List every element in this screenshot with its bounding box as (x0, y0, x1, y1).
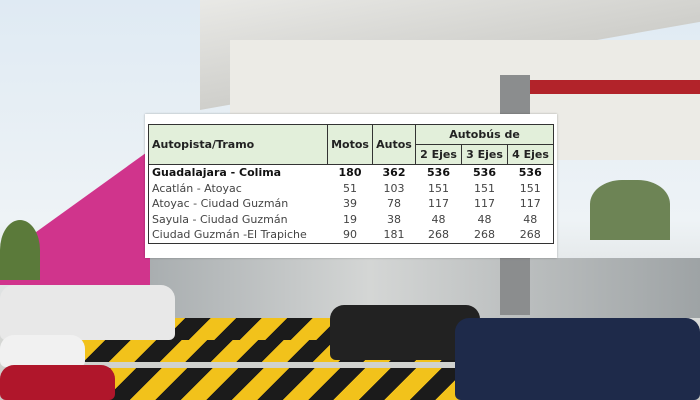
white-suv (0, 285, 175, 340)
bus-4-cell: 268 (519, 228, 541, 242)
route-cell: Sayula - Ciudad Guzmán (152, 212, 288, 226)
table-row: Guadalajara - Colima 180 362 536 536 536 (149, 165, 554, 181)
autos-cell: 362 (382, 166, 406, 180)
bus-3-cell: 48 (477, 212, 492, 226)
bus-4-cell: 151 (519, 181, 541, 195)
red-car (0, 365, 115, 400)
bus-3-cell: 151 (474, 181, 495, 195)
motos-cell: 180 (338, 166, 362, 180)
table-row: Sayula - Ciudad Guzmán 19 38 48 48 48 (149, 212, 554, 228)
autos-cell: 38 (387, 212, 401, 226)
barrier (60, 368, 480, 400)
white-car (0, 335, 85, 367)
table-row: Atoyac - Ciudad Guzmán 39 78 117 117 117 (149, 196, 554, 212)
bus-4-cell: 117 (519, 197, 541, 211)
toll-rates-table-card: Autopista/Tramo Motos Autos Autobús de 2… (145, 114, 557, 258)
trees (0, 220, 40, 280)
bus-2-cell: 151 (428, 181, 449, 195)
trees (590, 180, 670, 240)
header-motos: Motos (327, 124, 373, 165)
bus-3-cell: 536 (473, 166, 496, 180)
route-cell: Acatlán - Atoyac (152, 181, 242, 195)
autos-cell: 103 (383, 181, 405, 195)
header-bus-group: Autobús de (415, 124, 554, 145)
bus-4-cell: 48 (523, 212, 538, 226)
motos-cell: 39 (343, 197, 357, 211)
route-cell: Guadalajara - Colima (152, 166, 282, 180)
header-route: Autopista/Tramo (148, 124, 328, 165)
bus-2-cell: 48 (431, 212, 446, 226)
motos-cell: 90 (343, 228, 357, 242)
bus-4-cell: 536 (518, 166, 542, 180)
bus-2-cell: 536 (427, 166, 450, 180)
motos-cell: 19 (343, 212, 357, 226)
autos-cell: 181 (383, 228, 405, 242)
header-autos: Autos (372, 124, 416, 165)
table-row: Ciudad Guzmán -El Trapiche 90 181 268 26… (149, 227, 554, 243)
header-bus-4: 4 Ejes (507, 144, 554, 165)
motos-cell: 51 (343, 181, 357, 195)
bus-2-cell: 117 (428, 197, 449, 211)
route-cell: Atoyac - Ciudad Guzmán (152, 197, 289, 211)
toll-rates-table: Autopista/Tramo Motos Autos Autobús de 2… (148, 124, 554, 244)
route-cell: Ciudad Guzmán -El Trapiche (152, 228, 307, 242)
bus-3-cell: 268 (474, 228, 495, 242)
table-row: Acatlán - Atoyac 51 103 151 151 151 (149, 181, 554, 197)
header-bus-2: 2 Ejes (415, 144, 462, 165)
blue-car (455, 318, 700, 400)
bus-2-cell: 268 (428, 228, 449, 242)
autos-cell: 78 (387, 197, 401, 211)
header-bus-3: 3 Ejes (461, 144, 508, 165)
canopy-red-stripe (530, 80, 700, 94)
bus-3-cell: 117 (474, 197, 495, 211)
